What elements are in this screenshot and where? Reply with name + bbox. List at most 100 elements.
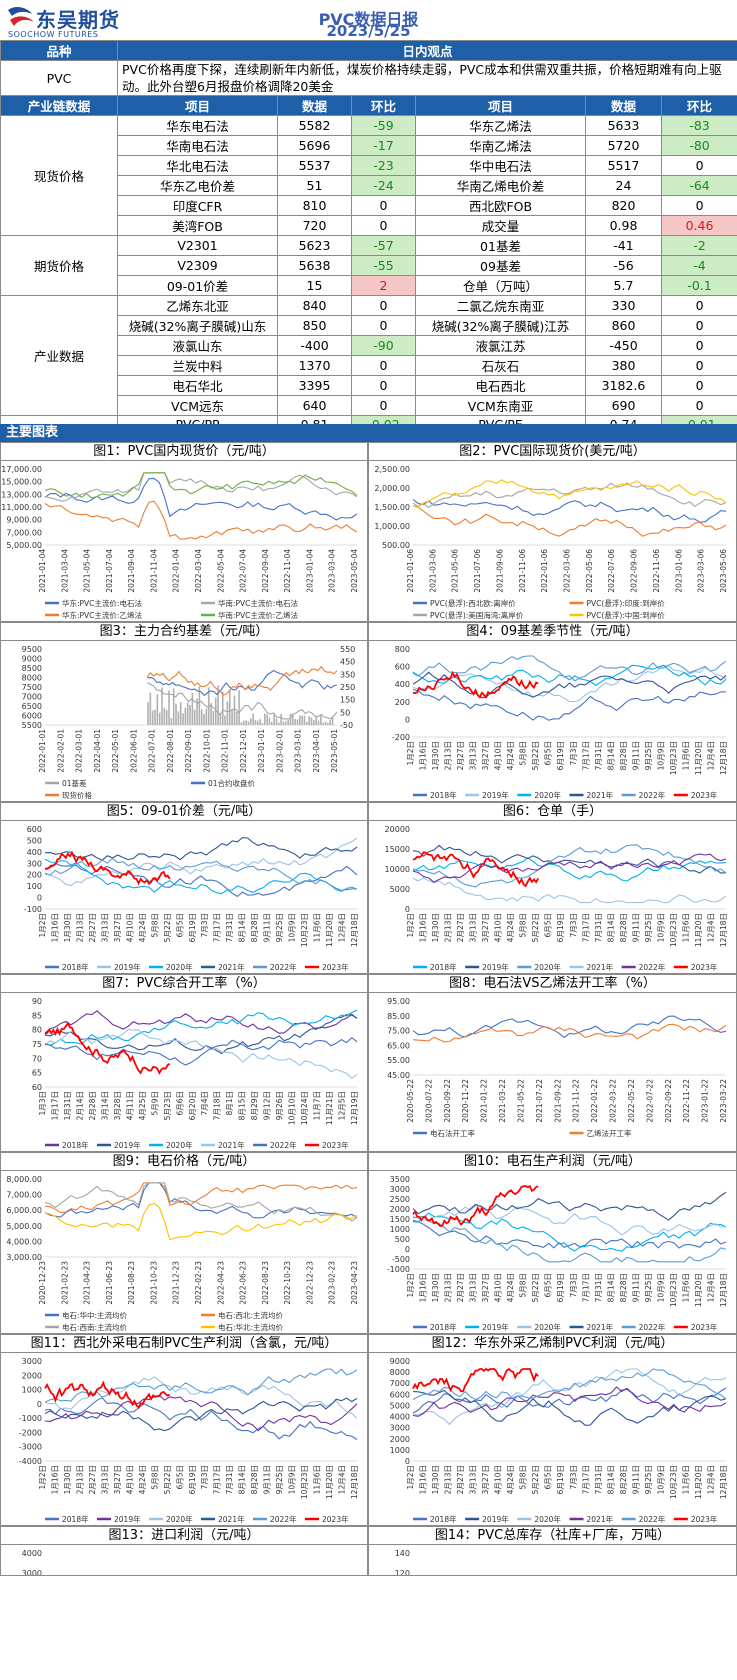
series-line [412, 479, 727, 508]
x-tick-label: 2月13日 [444, 1273, 453, 1302]
x-tick-label: 1月30日 [431, 913, 440, 942]
item-name: 华东电石法 [117, 115, 278, 136]
y-tick-label: 4000 [390, 1413, 410, 1422]
x-tick-label: 9月12日 [263, 1091, 272, 1120]
x-tick-label: 2021-03-22 [498, 1079, 507, 1123]
legend-entry: 2020年 [166, 962, 193, 972]
x-tick-label: 2022-11-22 [682, 1079, 691, 1123]
item-value: 3395 [277, 375, 352, 396]
y-right-tick-label: 50 [340, 708, 350, 717]
x-tick-label: 2020-05-22 [406, 1079, 415, 1123]
x-tick-label: 4月24日 [506, 1273, 515, 1302]
item-change: -83 [660, 115, 737, 136]
series-line [44, 1009, 358, 1047]
y-tick-label: 15,000.00 [1, 478, 42, 487]
y-right-tick-label: -50 [340, 721, 353, 730]
series-line [412, 851, 539, 888]
series-line [412, 1191, 727, 1221]
x-tick-label: 2021-02-23 [60, 1261, 69, 1305]
x-tick-label: 11月20日 [694, 1273, 703, 1307]
item-value: 15 [277, 275, 352, 296]
x-tick-label: 4月10日 [125, 1465, 134, 1494]
y-tick-label: 1000 [22, 1386, 42, 1395]
x-tick-label: 11月20日 [325, 1465, 334, 1499]
x-tick-label: 8月14日 [606, 1465, 615, 1494]
legend-entry: 2018年 [430, 1514, 457, 1524]
series-line [44, 850, 171, 886]
item-name: 电石西北 [415, 375, 586, 396]
legend-entry: 2022年 [639, 962, 666, 972]
chart-panel: 图14：PVC总库存（社库+厂库，万吨） 140 120 [368, 1526, 737, 1576]
table-row: 产业数据 乙烯东北亚 840 0 二氯乙烷东南亚 330 0 [0, 295, 737, 416]
item-change: -0.1 [660, 275, 737, 296]
series-line [44, 858, 358, 895]
y-tick-label: 3000 [390, 1185, 410, 1194]
x-tick-label: 6月5日 [175, 913, 184, 938]
legend-entry: 2021年 [587, 790, 614, 800]
x-tick-label: 2021-03-06 [428, 549, 437, 593]
chart-plot: 3500300025002000150010005000-500-10001月2… [387, 1175, 728, 1332]
item-change: -4 [660, 255, 737, 276]
y-tick-label: 2,500.00 [374, 465, 410, 474]
table-row: 兰炭中料 1370 0 石灰石 380 0 [1, 355, 737, 376]
y-tick-label: 6000 [22, 712, 42, 721]
table-header-3: 环比 [351, 95, 416, 116]
y-right-tick-label: 550 [340, 645, 355, 654]
series-line [412, 877, 727, 904]
x-tick-label: 2022-07-06 [607, 549, 616, 593]
item-name: 电石华北 [117, 375, 278, 396]
y-tick-label: 300 [27, 859, 42, 868]
y-tick-label: 100 [27, 882, 42, 891]
x-tick-label: 3月28日 [113, 1091, 122, 1120]
legend-entry: 2020年 [166, 1514, 193, 1524]
x-tick-label: 12月18日 [719, 1465, 728, 1499]
y-tick-label: 0 [405, 905, 410, 914]
chart-panel: 图12：华东外采乙烯制PVC利润（元/吨） 9000 8000 7000 6000 500… [368, 1334, 737, 1526]
x-tick-label: 4月10日 [494, 741, 503, 770]
chart-panel: 图8：电石法VS乙烯法开工率（%） 95.00 85.00 75.00 65.00 55.… [368, 974, 737, 1152]
table-row: VCM远东 640 0 VCM东南亚 690 0 [1, 395, 737, 416]
y-tick-label: 0 [37, 894, 42, 903]
legend-entry: 2019年 [114, 1514, 141, 1524]
y-tick-label: 1500 [390, 1215, 410, 1224]
x-tick-label: 6月5日 [544, 1465, 553, 1490]
summary-view-text: PVC价格再度下探，连续刷新年内新低，煤炭价格持续走弱，PVC成本和供需双重共振… [116, 60, 737, 96]
item-value: 820 [585, 195, 662, 216]
x-tick-label: 2022-02-23 [194, 1261, 203, 1305]
legend-entry: 2019年 [482, 1514, 509, 1524]
legend-entry: 华东:PVC主流价:电石法 [62, 598, 142, 608]
legend-entry: 01合约收盘价 [208, 778, 256, 788]
legend-entry: 2020年 [534, 962, 561, 972]
x-tick-label: 8月28日 [619, 741, 628, 770]
y-tick-label: 65.00 [387, 1041, 410, 1050]
y-tick-label: 4000 [22, 1549, 42, 1558]
y-tick-label: 9500 [22, 645, 42, 654]
x-tick-label: 10月9日 [288, 1465, 297, 1494]
item-change: 0 [660, 315, 737, 336]
x-tick-label: 4月24日 [506, 1465, 515, 1494]
series-line [44, 1202, 358, 1241]
soochow-logo-icon [8, 7, 34, 26]
legend-entry: 2021年 [218, 962, 245, 972]
group-label: 现货价格 [0, 115, 118, 236]
item-name: 华南乙烯法 [415, 135, 586, 156]
x-tick-label: 7月31日 [594, 1465, 603, 1494]
chart-panel: 图7：PVC综合开工率（%） 90 85 80 75 70 65 60 1月3日 1月17日 1月3… [0, 974, 368, 1152]
legend-entry: 01基差 [62, 778, 87, 788]
y-tick-label: 10000 [385, 865, 410, 874]
x-tick-label: 8月14日 [606, 913, 615, 942]
series-line [412, 1015, 727, 1039]
x-tick-label: 6月19日 [556, 741, 565, 770]
series-line [412, 1386, 727, 1417]
y-tick-label: 800 [395, 645, 410, 654]
y-right-tick-label: 250 [340, 683, 355, 692]
legend-entry: 现货价格 [62, 790, 92, 800]
x-tick-label: 2022-09-06 [630, 549, 639, 593]
y-tick-label: 400 [395, 680, 410, 689]
item-change: 0 [351, 395, 416, 416]
legend-entry: 2023年 [691, 1322, 718, 1332]
x-tick-label: 3月13日 [100, 1465, 109, 1494]
x-tick-label: 2021-07-22 [535, 1079, 544, 1123]
item-change: 0 [660, 195, 737, 216]
item-name: 华中电石法 [415, 155, 586, 176]
